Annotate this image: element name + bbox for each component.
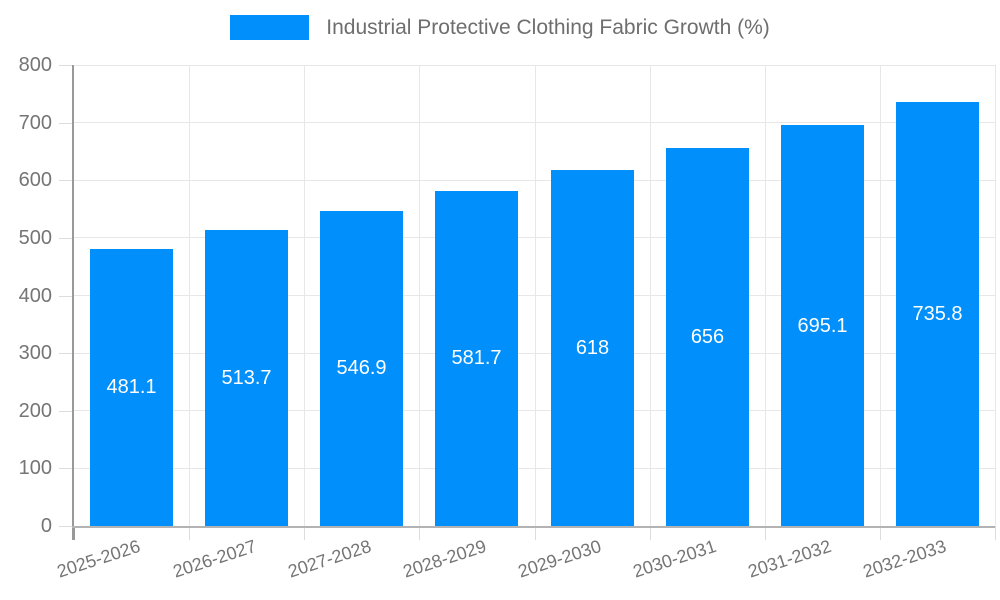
bar[interactable] <box>320 211 403 526</box>
y-axis-label: 800 <box>18 54 52 76</box>
y-axis-label: 400 <box>18 284 52 307</box>
y-axis-label: 600 <box>18 169 52 192</box>
y-axis-label: 700 <box>18 111 52 134</box>
bar[interactable] <box>205 230 288 526</box>
y-axis-label: 300 <box>18 342 52 365</box>
chart-legend[interactable]: Industrial Protective Clothing Fabric Gr… <box>0 15 1000 40</box>
legend-swatch-icon <box>230 15 310 40</box>
y-axis-tick <box>59 295 74 297</box>
x-axis-label: 2029-2030 <box>515 535 604 582</box>
y-axis-tick <box>59 353 74 355</box>
bar[interactable] <box>896 102 979 526</box>
x-axis-label: 2028-2029 <box>400 535 489 582</box>
bar-value-label: 695.1 <box>797 315 848 337</box>
x-axis-tick <box>73 526 75 540</box>
x-axis-tick <box>764 526 766 540</box>
gridline-vertical <box>534 65 536 526</box>
y-axis-label: 200 <box>18 399 52 422</box>
x-axis-label: 2025-2026 <box>54 535 144 582</box>
y-axis-tick <box>59 122 74 124</box>
x-axis-tick <box>649 526 651 540</box>
y-axis-tick <box>59 65 74 66</box>
y-axis-tick <box>59 468 74 470</box>
gridline-vertical <box>764 65 766 526</box>
gridline-vertical <box>303 65 305 526</box>
x-axis-label: 2030-2031 <box>630 535 719 582</box>
x-axis-label: 2032-2033 <box>860 535 949 582</box>
x-axis-label: 2031-2032 <box>745 535 834 582</box>
gridline-vertical <box>879 65 881 526</box>
bar[interactable] <box>781 125 864 526</box>
gridline-vertical <box>649 65 651 526</box>
x-axis-tick <box>879 526 881 540</box>
bar[interactable] <box>551 170 634 526</box>
bar-value-label: 618 <box>575 337 610 359</box>
gridline-vertical <box>994 65 996 526</box>
y-axis-tick <box>59 237 74 239</box>
bar-value-label: 656 <box>690 326 725 348</box>
gridline-vertical <box>188 65 190 526</box>
x-axis-tick <box>303 526 305 540</box>
bar[interactable] <box>90 249 173 526</box>
x-axis-tick <box>188 526 190 540</box>
y-axis-tick <box>59 410 74 412</box>
x-axis-label: 2027-2028 <box>285 535 374 582</box>
x-axis-label: 2026-2027 <box>170 535 259 582</box>
bar-value-label: 735.8 <box>912 303 963 325</box>
x-axis-tick <box>994 526 996 540</box>
plot-area: 481.1 513.7 546.9 581.7 618 656 695.1 735.8 <box>74 64 996 526</box>
bar[interactable] <box>435 191 518 526</box>
y-axis-label: 0 <box>40 515 52 537</box>
gridline-vertical <box>418 65 420 526</box>
x-axis-tick <box>418 526 420 540</box>
bar[interactable] <box>666 148 749 526</box>
bar-value-label: 546.9 <box>336 357 387 379</box>
y-axis-line <box>72 65 74 540</box>
legend-label: Industrial Protective Clothing Fabric Gr… <box>326 15 770 39</box>
x-axis-line <box>72 526 995 528</box>
bar-value-label: 481.1 <box>106 376 157 398</box>
y-axis-label: 100 <box>18 457 52 480</box>
x-axis-tick <box>534 526 536 540</box>
y-axis-tick <box>59 526 74 527</box>
bar-value-label: 581.7 <box>451 347 502 369</box>
bar-value-label: 513.7 <box>221 367 272 389</box>
y-axis-tick <box>59 180 74 182</box>
y-axis-label: 500 <box>18 226 52 249</box>
